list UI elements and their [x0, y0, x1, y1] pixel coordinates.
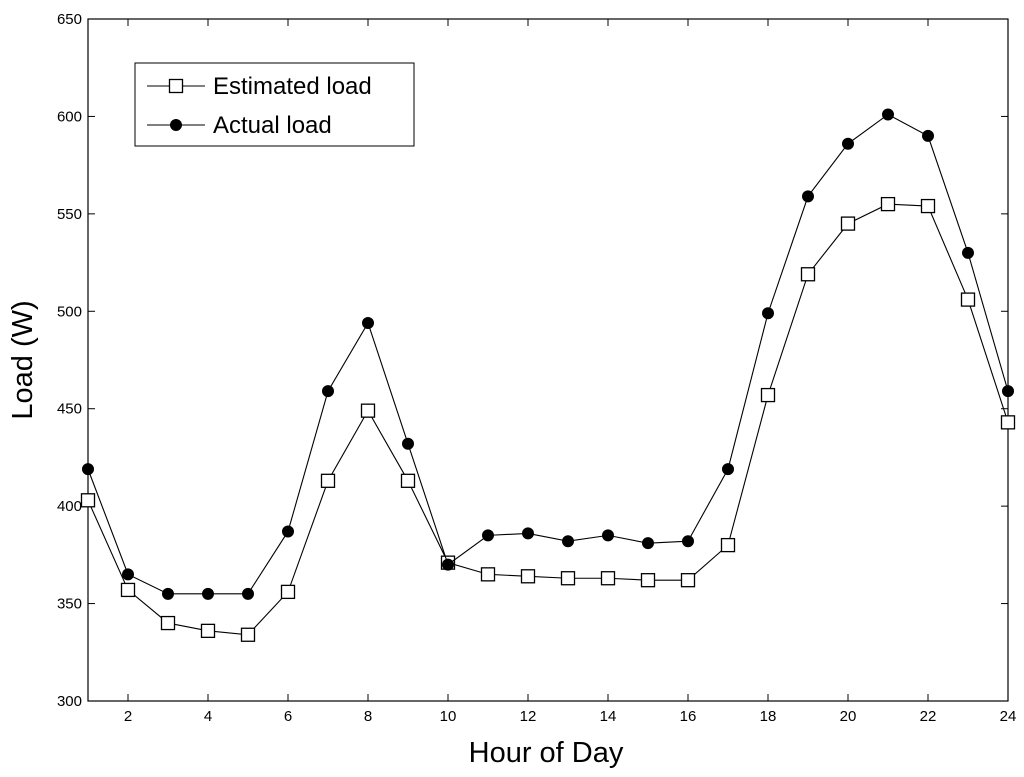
- data-point: [920, 198, 936, 214]
- legend-label: Estimated load: [213, 73, 372, 100]
- data-point: [360, 403, 376, 418]
- data-point: [522, 527, 534, 540]
- data-point: [882, 108, 894, 121]
- data-point: [1000, 415, 1016, 430]
- x-tick-label: 24: [1000, 708, 1017, 725]
- data-point: [482, 529, 494, 542]
- x-axis: 2 4 6 8 10 12 14 16 18 20 22 24: [124, 19, 1017, 725]
- data-point: [242, 587, 254, 600]
- data-point: [880, 196, 896, 212]
- data-point: [520, 569, 536, 584]
- data-point: [642, 537, 654, 550]
- y-tick-label: 550: [57, 206, 82, 223]
- x-tick-label: 16: [680, 708, 697, 725]
- x-tick-label: 14: [600, 708, 617, 725]
- data-point: [960, 292, 976, 307]
- x-tick-label: 18: [760, 708, 777, 725]
- data-point: [682, 535, 694, 548]
- data-point: [842, 137, 854, 150]
- data-point: [80, 493, 96, 508]
- data-point: [122, 568, 134, 581]
- data-point: [120, 582, 136, 598]
- y-tick-label: 400: [57, 498, 82, 515]
- data-point: [320, 473, 336, 488]
- legend: Estimated load Actual load: [134, 62, 415, 147]
- data-point: [322, 385, 334, 398]
- data-point: [922, 129, 934, 142]
- data-point: [240, 627, 256, 642]
- x-tick-label: 8: [364, 708, 372, 725]
- data-point: [802, 190, 814, 203]
- data-point: [280, 584, 296, 600]
- y-axis: 300 350 400 450 500 550 600 650: [57, 11, 1008, 710]
- data-point: [562, 535, 574, 548]
- data-point: [162, 587, 174, 600]
- data-point: [762, 307, 774, 320]
- data-point: [722, 463, 734, 476]
- data-point: [82, 463, 94, 476]
- legend-label: Actual load: [213, 112, 332, 139]
- data-point: [602, 529, 614, 542]
- y-tick-label: 300: [57, 693, 82, 710]
- series-estimated-load: [80, 196, 1016, 642]
- x-tick-label: 10: [440, 708, 457, 725]
- data-point: [680, 573, 696, 588]
- data-point: [480, 567, 496, 582]
- y-axis-label: Load (W): [7, 300, 39, 419]
- data-point: [1002, 385, 1014, 398]
- x-tick-label: 12: [520, 708, 537, 725]
- data-point: [962, 246, 974, 259]
- legend-marker: [170, 119, 182, 131]
- data-point: [202, 587, 214, 600]
- series-actual-load: [82, 108, 1014, 600]
- data-point: [362, 316, 374, 329]
- y-tick-label: 350: [57, 596, 82, 613]
- data-point: [402, 437, 414, 450]
- y-tick-label: 600: [57, 108, 82, 125]
- data-point: [640, 573, 656, 588]
- data-point: [720, 537, 736, 553]
- series-line: [87, 113, 1009, 595]
- series-layer: [80, 108, 1016, 642]
- data-point: [560, 571, 576, 586]
- data-point: [840, 216, 856, 231]
- data-point: [160, 615, 176, 631]
- data-point: [442, 558, 454, 571]
- x-axis-label: Hour of Day: [469, 737, 624, 769]
- data-point: [282, 525, 294, 538]
- data-point: [800, 267, 816, 282]
- x-tick-label: 4: [204, 708, 212, 725]
- data-point: [760, 387, 776, 403]
- data-point: [600, 571, 616, 586]
- data-point: [200, 623, 216, 639]
- y-tick-label: 500: [57, 303, 82, 320]
- legend-box: [134, 62, 415, 147]
- x-tick-label: 2: [124, 708, 132, 725]
- legend-marker: [168, 78, 184, 94]
- y-tick-label: 650: [57, 11, 82, 28]
- x-tick-label: 22: [920, 708, 937, 725]
- x-tick-label: 6: [284, 708, 292, 725]
- x-tick-label: 20: [840, 708, 857, 725]
- data-point: [400, 473, 416, 488]
- y-tick-label: 450: [57, 401, 82, 418]
